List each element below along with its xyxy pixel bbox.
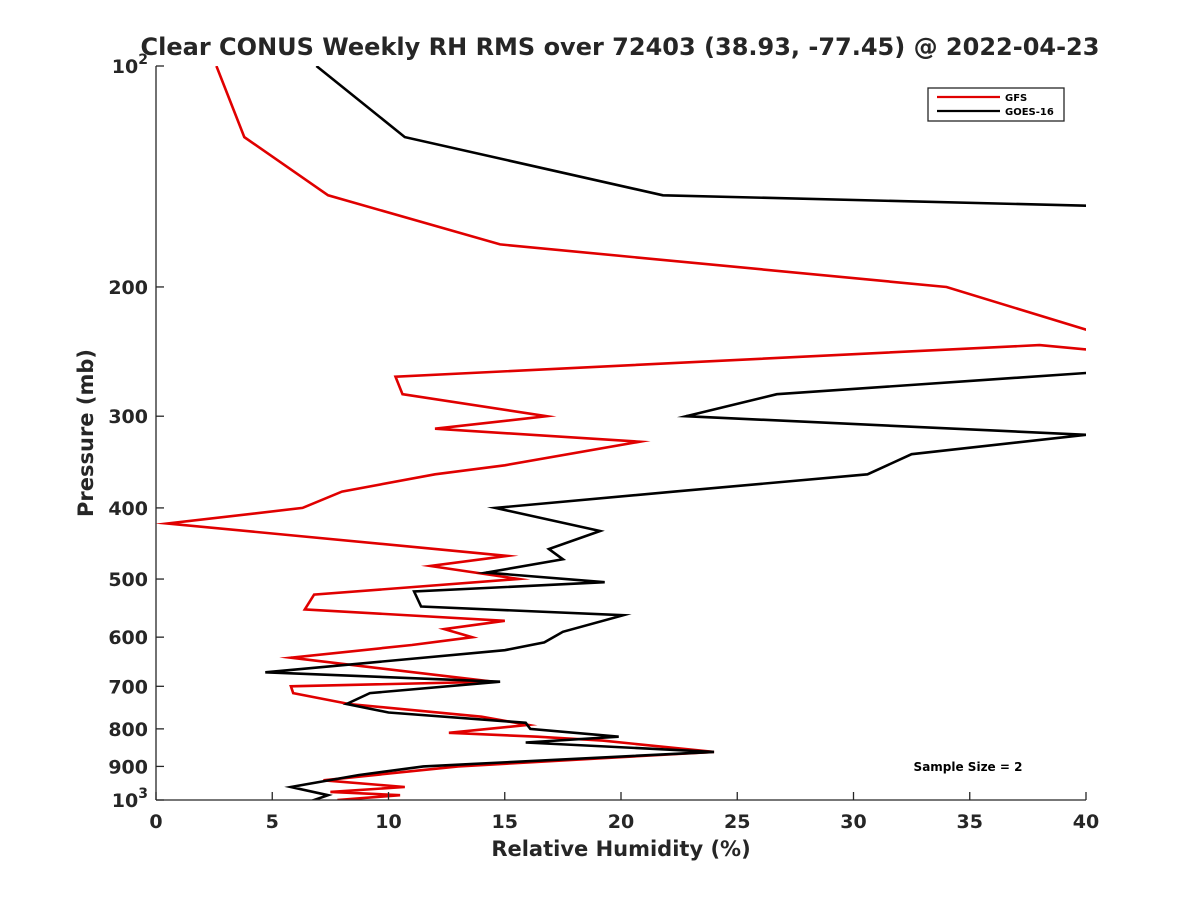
x-tick-label: 25 <box>724 811 750 833</box>
legend: GFS GOES-16 <box>927 87 1065 122</box>
y-tick-label: 900 <box>108 756 148 778</box>
x-tick-label: 30 <box>840 811 866 833</box>
x-tick-label: 0 <box>149 811 162 833</box>
x-tick-label: 35 <box>957 811 983 833</box>
x-axis-label: Relative Humidity (%) <box>491 837 750 861</box>
x-tick-label: 20 <box>608 811 634 833</box>
series-line-goes16 <box>265 66 1086 800</box>
y-tick-label: 700 <box>108 676 148 698</box>
legend-box <box>927 87 1065 122</box>
y-ticks: 102 200 300 400 500 600 700 800 900 103 <box>108 52 164 812</box>
y-tick-label: 400 <box>108 498 148 520</box>
sample-size-annotation: Sample Size = 2 <box>914 760 1023 774</box>
series-layer <box>156 66 1086 800</box>
legend-label-gfs: GFS <box>1005 93 1027 104</box>
y-axis-label: Pressure (mb) <box>74 349 98 517</box>
y-tick-label: 102 <box>112 52 148 78</box>
x-tick-label: 5 <box>266 811 279 833</box>
y-tick-label: 200 <box>108 277 148 299</box>
y-tick-label: 103 <box>112 786 148 812</box>
chart-title: Clear CONUS Weekly RH RMS over 72403 (38… <box>141 33 1100 61</box>
y-tick-label: 300 <box>108 406 148 428</box>
x-tick-label: 15 <box>492 811 518 833</box>
legend-label-goes16: GOES-16 <box>1005 107 1054 118</box>
x-tick-label: 40 <box>1073 811 1099 833</box>
series-line-gfs <box>156 66 1086 800</box>
x-ticks: 0 5 10 15 20 25 30 35 40 <box>149 792 1099 833</box>
y-tick-label: 800 <box>108 719 148 741</box>
y-tick-label: 600 <box>108 627 148 649</box>
y-tick-label: 500 <box>108 569 148 591</box>
x-tick-label: 10 <box>375 811 401 833</box>
